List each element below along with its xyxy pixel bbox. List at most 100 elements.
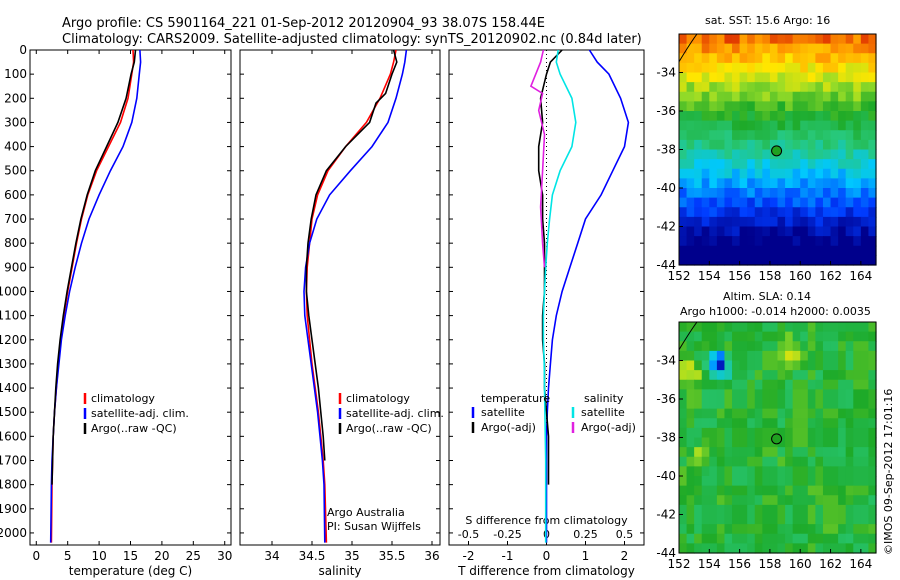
- map-cell: [769, 379, 779, 390]
- map-cell: [739, 255, 748, 266]
- map-cell: [807, 236, 816, 247]
- map-cell: [792, 111, 801, 122]
- map-cell: [800, 226, 809, 237]
- map-x-tick-label: 156: [728, 557, 751, 571]
- map-cell: [785, 389, 794, 400]
- map-cell: [679, 197, 688, 208]
- map-cell: [724, 543, 733, 554]
- map-cell: [739, 53, 748, 64]
- map-cell: [709, 168, 718, 179]
- map-cell: [777, 476, 786, 487]
- map-cell: [769, 485, 779, 496]
- map-cell: [739, 226, 748, 237]
- map-cell: [716, 43, 726, 54]
- map-cell: [679, 101, 688, 112]
- map-cell: [815, 101, 824, 112]
- map-cell: [679, 178, 688, 189]
- map-cell: [838, 139, 847, 151]
- map-cell: [792, 197, 801, 208]
- map-cell: [815, 331, 824, 342]
- map-cell: [724, 62, 733, 74]
- map-cell: [815, 399, 824, 410]
- map-cell: [830, 389, 839, 400]
- map-cell: [739, 341, 748, 352]
- map-cell: [777, 168, 786, 179]
- map-y-tick-label: -44: [656, 546, 676, 560]
- map-cell: [815, 197, 824, 208]
- map-cell: [762, 379, 771, 390]
- map-cell: [754, 34, 763, 45]
- map-cell: [754, 495, 763, 506]
- map-cell: [732, 322, 741, 333]
- map-cell: [785, 418, 794, 429]
- map-cell: [777, 53, 786, 64]
- map-cell: [845, 350, 854, 362]
- map-cell: [800, 168, 809, 179]
- map-cell: [716, 120, 726, 131]
- map-cell: [845, 120, 854, 131]
- map-cell: [716, 408, 726, 419]
- map-cell: [807, 197, 816, 208]
- map-cell: [694, 389, 703, 400]
- map-cell: [694, 159, 703, 170]
- map-cell: [679, 245, 688, 256]
- map-cell: [709, 53, 718, 64]
- map-cell: [754, 331, 763, 342]
- map-cell: [739, 207, 748, 218]
- map-cell: [694, 120, 703, 131]
- map-cell: [868, 456, 877, 467]
- map-cell: [701, 207, 710, 218]
- map-cell: [822, 216, 832, 228]
- map-cell: [838, 495, 847, 506]
- map-cell: [679, 379, 688, 390]
- map-cell: [822, 524, 832, 535]
- map-cell: [868, 159, 877, 170]
- map-cell: [815, 178, 824, 189]
- map-cell: [838, 524, 847, 535]
- map-cell: [800, 255, 809, 266]
- map-cell: [732, 408, 741, 419]
- map-cell: [860, 533, 870, 544]
- map-cell: [762, 514, 771, 525]
- map-cell: [769, 53, 779, 64]
- map-cell: [679, 130, 688, 141]
- map-cell: [860, 72, 870, 83]
- map-cell: [830, 456, 839, 467]
- map-cell: [792, 178, 801, 189]
- map-cell: [747, 350, 756, 362]
- map-cell: [769, 418, 779, 429]
- map-cell: [853, 149, 862, 160]
- map-cell: [754, 476, 763, 487]
- map-cell: [754, 524, 763, 535]
- map-cell: [800, 389, 809, 400]
- map-cell: [732, 514, 741, 525]
- map-cell: [739, 504, 748, 516]
- map-cell: [830, 485, 839, 496]
- map-cell: [777, 389, 786, 400]
- map-cell: [709, 120, 718, 131]
- map-cell: [694, 91, 703, 102]
- map-cell: [679, 456, 688, 467]
- map-cell: [785, 149, 794, 160]
- map-cell: [694, 101, 703, 112]
- map-cell: [754, 197, 763, 208]
- map-cell: [747, 207, 756, 218]
- map-cell: [800, 360, 809, 371]
- map-cell: [845, 437, 854, 448]
- map-cell: [747, 91, 756, 102]
- map-cell: [777, 216, 786, 228]
- map-cell: [815, 120, 824, 131]
- map-cell: [686, 188, 695, 199]
- map-cell: [762, 399, 771, 410]
- map-cell: [807, 120, 816, 131]
- map-cell: [838, 197, 847, 208]
- map-cell: [747, 255, 756, 266]
- map-cell: [679, 495, 688, 506]
- map-cell: [815, 476, 824, 487]
- map-cell: [709, 456, 718, 467]
- map-cell: [815, 159, 824, 170]
- map-cell: [716, 236, 726, 247]
- map-cell: [754, 399, 763, 410]
- map-cell: [838, 168, 847, 179]
- map-cell: [785, 207, 794, 218]
